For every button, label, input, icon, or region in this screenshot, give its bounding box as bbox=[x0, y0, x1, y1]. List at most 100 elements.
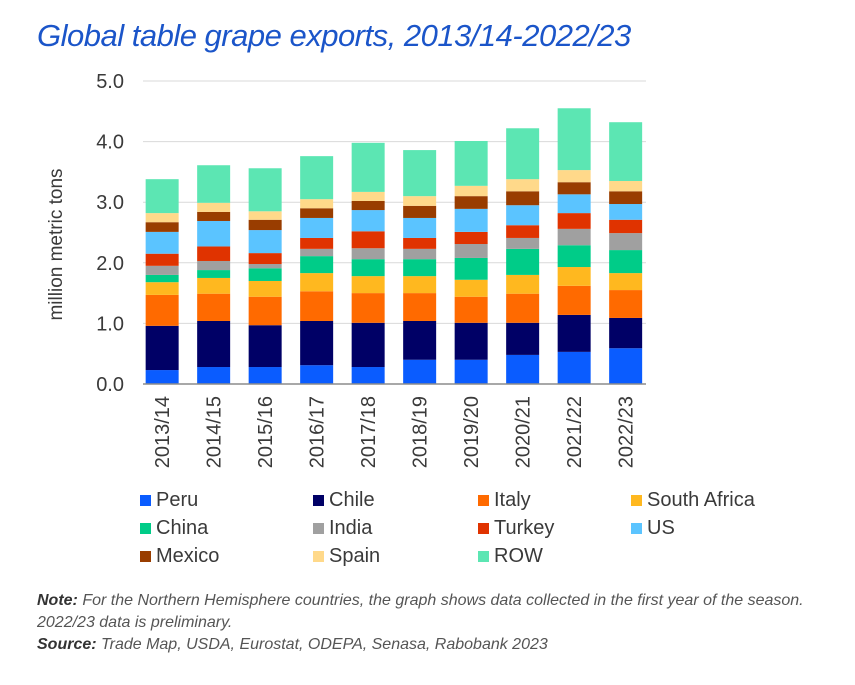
y-tick-label: 5.0 bbox=[96, 71, 124, 93]
bar-segment-south-africa bbox=[248, 280, 282, 297]
bar-segment-india bbox=[609, 233, 643, 251]
y-tick-label: 2.0 bbox=[96, 253, 124, 275]
legend-swatch bbox=[140, 523, 151, 534]
bar-segment-chile bbox=[248, 325, 282, 368]
bar-segment-chile bbox=[557, 314, 591, 352]
bar-segment-peru bbox=[145, 370, 179, 384]
footnote: Note: For the Northern Hemisphere countr… bbox=[37, 590, 827, 656]
bar-stack bbox=[403, 150, 437, 384]
bar-segment-us bbox=[145, 231, 179, 254]
bar-segment-row bbox=[300, 156, 334, 200]
x-tick-label: 2013/14 bbox=[152, 396, 174, 468]
bar-segment-row bbox=[145, 179, 179, 214]
bar-segment-italy bbox=[197, 293, 231, 321]
bar-segment-row bbox=[351, 142, 385, 192]
x-tick-label: 2018/19 bbox=[410, 396, 432, 468]
bar-segment-mexico bbox=[403, 205, 437, 218]
legend-swatch bbox=[313, 495, 324, 506]
bar-segment-italy bbox=[557, 285, 591, 315]
bar-segment-india bbox=[506, 237, 540, 249]
bar-segment-row bbox=[609, 122, 643, 181]
bar-segment-us bbox=[300, 217, 334, 238]
bar-segment-china bbox=[403, 259, 437, 277]
bar-segment-china bbox=[351, 259, 385, 277]
bar-segment-chile bbox=[351, 322, 385, 368]
legend-item-south-africa: South Africa bbox=[631, 489, 755, 512]
bar-segment-mexico bbox=[197, 211, 231, 221]
legend-label: Peru bbox=[156, 489, 199, 511]
bar-segment-turkey bbox=[454, 231, 488, 245]
y-tick-label: 4.0 bbox=[96, 132, 124, 154]
bar-segment-india bbox=[454, 244, 488, 258]
bar-segment-italy bbox=[300, 291, 334, 321]
bar-segment-south-africa bbox=[454, 279, 488, 297]
bar-segment-row bbox=[454, 140, 488, 186]
legend-label: Chile bbox=[329, 489, 375, 511]
note-label: Note: bbox=[37, 592, 78, 609]
bar-segment-china bbox=[557, 245, 591, 268]
bar-segment-us bbox=[557, 194, 591, 214]
legend-item-spain: Spain bbox=[313, 545, 380, 568]
bar-segment-chile bbox=[609, 317, 643, 349]
bar-segment-us bbox=[609, 204, 643, 220]
bar-segment-turkey bbox=[609, 219, 643, 234]
bar-stack bbox=[351, 142, 385, 384]
bar-segment-mexico bbox=[609, 191, 643, 205]
bar-segment-turkey bbox=[300, 237, 334, 249]
bar-segment-peru bbox=[351, 367, 385, 384]
bar-segment-south-africa bbox=[403, 276, 437, 294]
bar-segment-peru bbox=[300, 365, 334, 384]
legend-label: South Africa bbox=[647, 489, 755, 511]
x-tick-label: 2017/18 bbox=[358, 396, 380, 468]
bar-segment-chile bbox=[403, 320, 437, 360]
bar-segment-spain bbox=[557, 170, 591, 183]
bar-segment-chile bbox=[145, 325, 179, 371]
source-line: Source: Trade Map, USDA, Eurostat, ODEPA… bbox=[37, 634, 827, 656]
x-axis-ticks: 2013/14 2014/15 2015/16 2016/17 2017/18 2018/… bbox=[152, 396, 638, 468]
bar-segment-south-africa bbox=[609, 273, 643, 291]
bar-segment-turkey bbox=[197, 246, 231, 261]
bar-stack bbox=[300, 156, 334, 384]
legend-item-italy: Italy bbox=[478, 489, 531, 512]
bar-segment-peru bbox=[197, 367, 231, 384]
bar-segment-india bbox=[557, 228, 591, 246]
bars bbox=[145, 108, 643, 384]
bar-segment-turkey bbox=[145, 253, 179, 266]
legend-item-row: ROW bbox=[478, 545, 543, 568]
bar-segment-peru bbox=[506, 354, 540, 384]
bar-segment-turkey bbox=[506, 225, 540, 238]
bar-segment-italy bbox=[248, 296, 282, 326]
bar-segment-south-africa bbox=[506, 274, 540, 294]
bar-segment-china bbox=[248, 268, 282, 281]
note-text: For the Northern Hemisphere countries, t… bbox=[37, 592, 804, 631]
legend-label: ROW bbox=[494, 545, 543, 567]
bar-segment-italy bbox=[506, 293, 540, 323]
bar-stack bbox=[557, 108, 591, 384]
bar-segment-spain bbox=[145, 213, 179, 223]
bar-segment-italy bbox=[351, 293, 385, 323]
legend-swatch bbox=[478, 495, 489, 506]
source-text: Trade Map, USDA, Eurostat, ODEPA, Senasa… bbox=[96, 636, 548, 653]
x-tick-label: 2016/17 bbox=[307, 396, 329, 468]
bar-segment-spain bbox=[609, 180, 643, 192]
bar-segment-row bbox=[557, 108, 591, 171]
bar-segment-italy bbox=[454, 296, 488, 323]
legend-swatch bbox=[313, 551, 324, 562]
bar-segment-peru bbox=[609, 348, 643, 384]
x-tick-label: 2019/20 bbox=[461, 396, 483, 468]
bar-segment-mexico bbox=[506, 191, 540, 206]
legend-item-mexico: Mexico bbox=[140, 545, 219, 568]
bar-segment-china bbox=[609, 250, 643, 274]
note-line: Note: For the Northern Hemisphere countr… bbox=[37, 590, 827, 634]
bar-segment-china bbox=[454, 257, 488, 280]
bar-segment-india bbox=[145, 265, 179, 275]
bar-segment-south-africa bbox=[351, 276, 385, 294]
legend-label: India bbox=[329, 517, 373, 539]
bar-segment-china bbox=[506, 248, 540, 275]
bar-segment-mexico bbox=[300, 208, 334, 218]
bar-segment-mexico bbox=[145, 222, 179, 232]
bar-stack bbox=[248, 168, 282, 384]
bar-segment-peru bbox=[248, 367, 282, 384]
bar-segment-turkey bbox=[351, 231, 385, 249]
